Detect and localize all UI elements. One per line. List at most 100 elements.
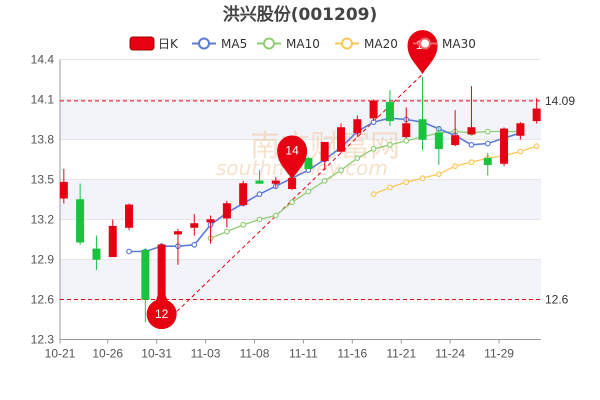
ma10-point: [289, 199, 295, 206]
candle: [108, 219, 117, 258]
marker-pin: 14: [277, 135, 308, 180]
ma10-point: [403, 137, 410, 144]
candle-body: [385, 101, 394, 122]
ma20-point: [387, 184, 393, 191]
y-tick-label: 12.3: [31, 333, 55, 347]
candle: [353, 115, 362, 137]
candle: [271, 176, 280, 188]
candle: [532, 98, 541, 124]
axes: 12.3 12.6 12.9 13.2 13.5 13.8 14.1 14.4 10-21 10-…: [31, 53, 541, 361]
candle: [59, 168, 68, 204]
ma10-point: [484, 128, 491, 135]
candle: [516, 122, 525, 140]
y-tick-label: 14.4: [31, 53, 55, 67]
ma20-point: [370, 191, 377, 198]
candle-body: [125, 204, 134, 228]
grid-band: [60, 59, 541, 100]
candle: [206, 215, 215, 244]
legend-label: MA10: [286, 37, 320, 51]
candle-body: [320, 141, 329, 162]
grid-band: [60, 219, 541, 260]
candle-body: [402, 123, 411, 138]
candle-body: [532, 108, 541, 122]
y-tick-label: 13.5: [31, 173, 55, 187]
legend[interactable]: 日K MA5 MA10 MA20 MA30: [129, 36, 476, 51]
ma20-point: [468, 159, 475, 166]
candle: [467, 86, 476, 135]
candle: [402, 107, 411, 139]
candle: [337, 123, 346, 153]
candle-body: [255, 180, 264, 184]
candle-body: [239, 183, 248, 206]
legend-item-ma10[interactable]: MA10: [257, 37, 320, 51]
grid-band: [60, 99, 541, 140]
ma5-point: [256, 191, 263, 198]
candle: [92, 235, 101, 271]
reference-lines: 14.09 12.6: [60, 94, 575, 307]
candle-body: [369, 100, 378, 119]
x-tick-label: 11-21: [386, 347, 416, 361]
candle: [369, 99, 378, 121]
marker-pin: 12: [146, 284, 177, 330]
candle: [434, 126, 443, 165]
ma20-point: [435, 171, 442, 178]
y-tick-label: 14.1: [31, 93, 55, 107]
x-tick-label: 11-11: [289, 347, 318, 361]
legend-item-ma20[interactable]: MA20: [335, 37, 398, 51]
x-tick-label: 10-21: [45, 347, 76, 361]
legend-label: MA5: [221, 37, 247, 51]
candle: [500, 127, 509, 167]
candle: [320, 141, 329, 171]
candle: [76, 183, 85, 245]
marker-pin-shape: [277, 135, 308, 180]
candle-body: [173, 231, 182, 235]
marker-label: 14: [285, 144, 299, 158]
reference-line-label: 14.09: [545, 94, 575, 108]
ma10-point: [370, 145, 377, 152]
ma20-point: [533, 143, 540, 150]
candle: [385, 90, 394, 127]
legend-item-ma5[interactable]: MA5: [192, 37, 247, 51]
chart-title: 洪兴股份(001209): [223, 4, 378, 25]
ma10-point: [240, 221, 247, 228]
legend-swatch: [129, 36, 155, 51]
ma5-point: [191, 241, 198, 248]
candle-body: [434, 132, 443, 150]
legend-item-kline[interactable]: 日K: [129, 36, 179, 51]
candle: [304, 156, 313, 170]
candle-body: [271, 180, 280, 184]
legend-swatch-circle: [198, 37, 210, 50]
candle: [173, 228, 182, 265]
candle-body: [288, 177, 297, 190]
candle-body: [59, 181, 68, 199]
grid-band: [60, 259, 541, 300]
reference-line-label: 12.6: [545, 293, 569, 307]
legend-item-ma30[interactable]: MA30: [413, 37, 476, 51]
marker-pin-tip: [154, 284, 169, 305]
candle-body: [483, 157, 492, 166]
candle-body: [92, 248, 101, 260]
candle-body: [76, 199, 85, 243]
ma5-point: [126, 248, 132, 255]
candle: [483, 152, 492, 176]
y-tick-label: 13.8: [31, 133, 55, 147]
grid-band: [60, 179, 541, 220]
candle: [141, 248, 150, 323]
legend-label: 日K: [158, 37, 179, 51]
candle-body: [222, 203, 231, 219]
ma5-point: [468, 141, 475, 148]
ma10-point: [272, 212, 279, 219]
ma20-point: [452, 163, 459, 170]
candle-body: [141, 249, 150, 300]
trend-line-segment: [161, 73, 423, 327]
candle: [125, 203, 134, 231]
legend-swatch-circle: [419, 37, 431, 50]
ma10-point: [354, 155, 361, 162]
ma10-point: [321, 177, 328, 184]
y-tick-label: 13.2: [31, 213, 55, 227]
ma5-point: [484, 140, 491, 147]
candle: [190, 214, 199, 236]
grid-band: [60, 299, 541, 340]
x-tick-label: 10-31: [141, 347, 172, 361]
ma10-point: [338, 167, 344, 174]
